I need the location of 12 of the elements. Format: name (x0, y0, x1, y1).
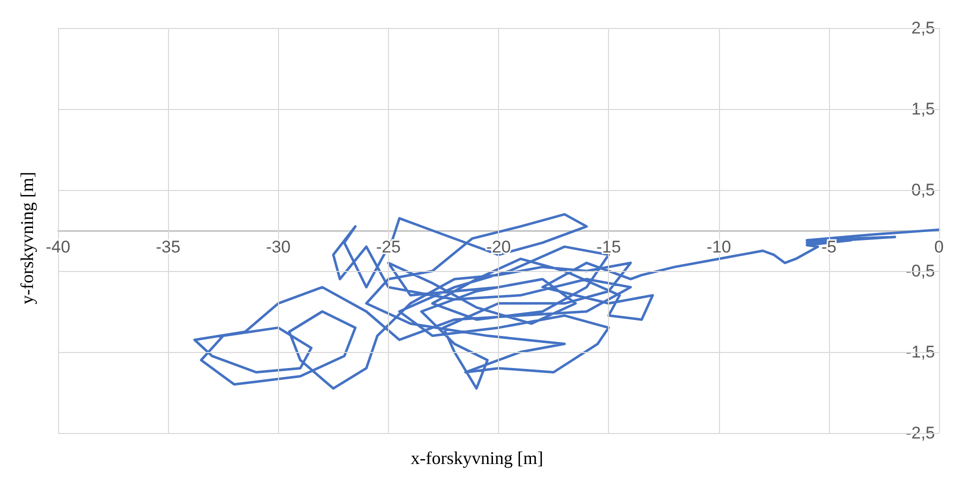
y-tick-label: 1,5 (911, 100, 935, 118)
x-tick-label: -20 (486, 238, 511, 256)
x-tick-label: -35 (156, 238, 180, 256)
x-tick-label: -30 (266, 238, 291, 256)
x-tick-label: -40 (46, 238, 70, 256)
x-tick-label: -15 (596, 238, 621, 256)
x-tick-label: -10 (706, 238, 732, 256)
x-tick-label: 0 (934, 238, 944, 256)
x-tick-label: -5 (821, 238, 836, 256)
y-axis-title: y-forskyvning [m] (17, 172, 37, 304)
x-axis-title: x-forskyvning [m] (410, 448, 544, 468)
y-tick-label: 2,5 (911, 18, 935, 38)
